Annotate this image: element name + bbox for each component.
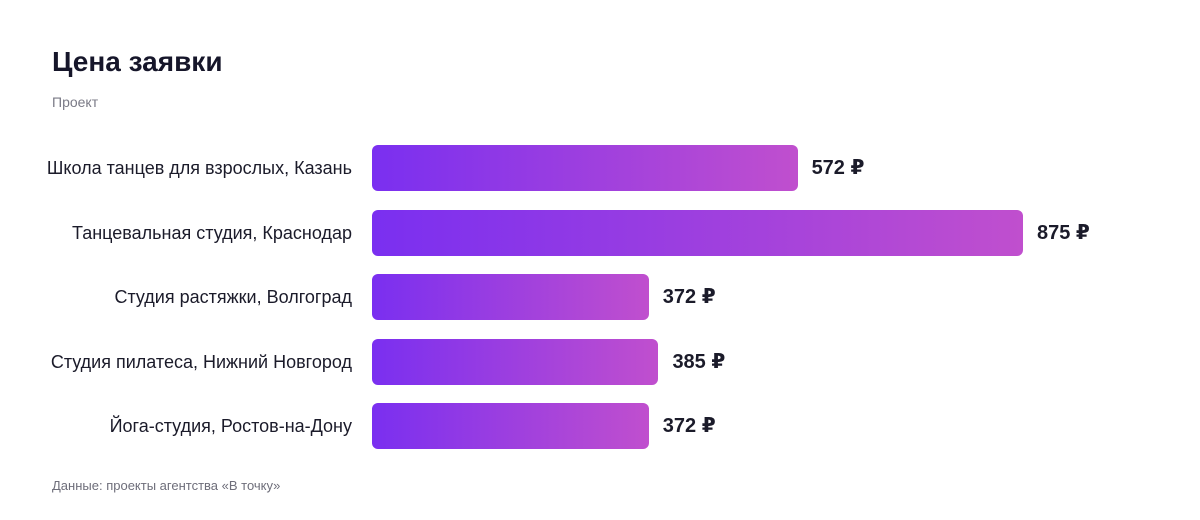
- category-label: Йога-студия, Ростов-на-Дону: [109, 416, 352, 436]
- category-label: Школа танцев для взрослых, Казань: [46, 158, 352, 178]
- chart-title: Цена заявки: [52, 46, 223, 77]
- bar: [372, 338, 659, 385]
- value-label: 572 ₽: [811, 157, 865, 179]
- bar: [372, 145, 798, 191]
- bar: [372, 403, 649, 449]
- chart-subtitle: Проект: [52, 94, 99, 110]
- value-label: 875 ₽: [1037, 221, 1090, 244]
- category-label: Танцевальная студия, Краснодар: [72, 222, 352, 243]
- value-label: 372 ₽: [662, 286, 716, 308]
- bar: [372, 209, 1023, 256]
- source-note: Данные: проекты агентства «В точку»: [52, 478, 281, 493]
- category-label: Студия пилатеса, Нижний Новгород: [50, 351, 352, 372]
- value-label: 372 ₽: [662, 415, 716, 437]
- category-label: Студия растяжки, Волгоград: [114, 287, 352, 307]
- value-label: 385 ₽: [672, 350, 726, 373]
- bar: [372, 274, 649, 320]
